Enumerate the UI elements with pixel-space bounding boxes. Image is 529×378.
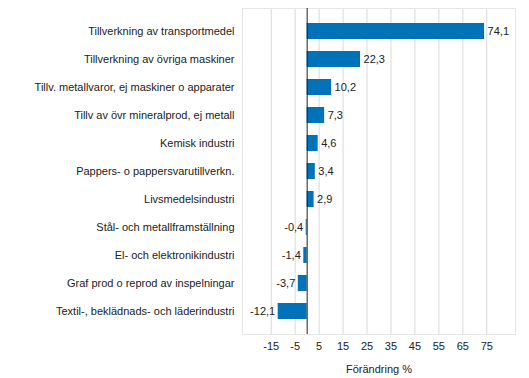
svg-text:-3,7: -3,7 [276,277,295,289]
svg-text:15: 15 [337,340,349,352]
svg-text:Tillv av övr mineralprod, ej m: Tillv av övr mineralprod, ej metall [74,109,234,121]
svg-text:Tillverkning av transportmedel: Tillverkning av transportmedel [88,25,234,37]
svg-text:Förändring %: Förändring % [346,363,412,375]
svg-text:-0,4: -0,4 [284,221,303,233]
svg-text:-15: -15 [263,340,279,352]
svg-text:Tillverkning av övriga maskine: Tillverkning av övriga maskiner [84,53,235,65]
svg-text:22,3: 22,3 [364,53,385,65]
svg-text:Pappers- o pappersvarutillverk: Pappers- o pappersvarutillverkn. [76,165,234,177]
svg-text:65: 65 [457,340,469,352]
svg-text:Livsmedelsindustri: Livsmedelsindustri [144,193,234,205]
svg-text:El- och elektronikindustri: El- och elektronikindustri [115,249,235,261]
svg-text:Stål- och metallframställning: Stål- och metallframställning [96,221,234,233]
svg-text:25: 25 [361,340,373,352]
svg-text:Kemisk industri: Kemisk industri [160,137,235,149]
svg-text:-1,4: -1,4 [282,249,301,261]
svg-text:35: 35 [385,340,397,352]
svg-text:74,1: 74,1 [488,25,509,37]
svg-text:-5: -5 [290,340,300,352]
svg-text:55: 55 [433,340,445,352]
svg-text:2,9: 2,9 [317,193,332,205]
svg-text:Graf prod o reprod av inspelni: Graf prod o reprod av inspelningar [67,277,235,289]
svg-text:4,6: 4,6 [321,137,336,149]
svg-text:Textil-, beklädnads- och läder: Textil-, beklädnads- och läderindustri [56,305,235,317]
svg-text:5: 5 [316,340,322,352]
svg-text:45: 45 [409,340,421,352]
svg-text:-12,1: -12,1 [250,305,275,317]
svg-text:10,2: 10,2 [335,81,356,93]
svg-text:Tillv. metallvaror, ej maskine: Tillv. metallvaror, ej maskiner o appara… [35,81,235,93]
svg-text:75: 75 [481,340,493,352]
svg-text:7,3: 7,3 [328,109,343,121]
svg-text:3,4: 3,4 [318,165,333,177]
